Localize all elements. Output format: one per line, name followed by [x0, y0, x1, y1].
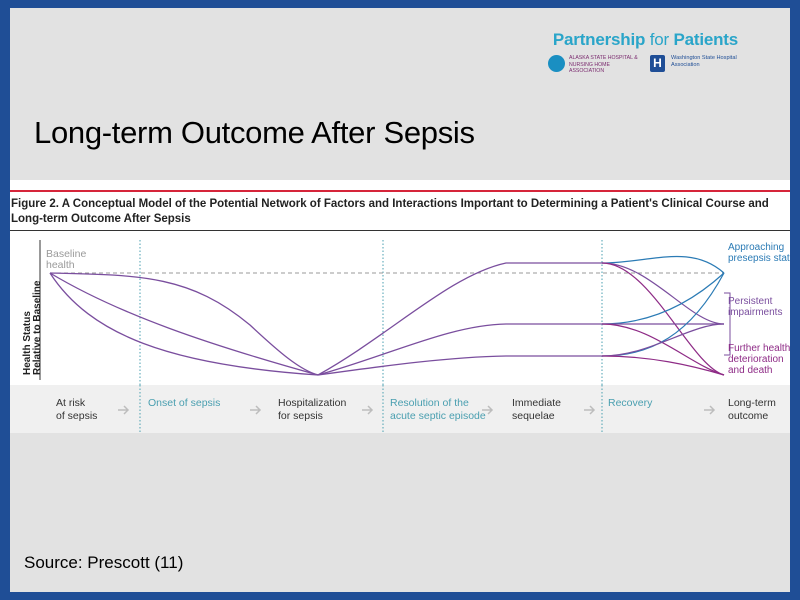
figure: Figure 2. A Conceptual Model of the Pote… [10, 180, 790, 433]
stage-arrow-icon [362, 405, 374, 415]
stage-guides [10, 240, 790, 433]
decline-curve [49, 272, 319, 376]
outcome-label-2: Further health [728, 343, 790, 354]
figure-caption: Figure 2. A Conceptual Model of the Pote… [11, 198, 769, 225]
slide: Partnership for Patients Alaska State Ho… [10, 8, 790, 592]
recovery-curve [317, 323, 602, 376]
stage-label-2: Hospitalization [278, 397, 346, 409]
stage-label-2: for sepsis [278, 410, 323, 422]
persistent-bracket [724, 292, 731, 356]
outcome-label-1: impairments [728, 307, 782, 318]
stage-label-4: sequelae [512, 410, 555, 422]
recovery-curve [317, 262, 602, 376]
stage-label-1: Onset of sepsis [148, 397, 220, 409]
outcome-label-0: presepsis status [728, 253, 790, 264]
decline-curve [49, 272, 319, 376]
recovery-curve [317, 355, 602, 376]
y-axis-label-line1: Health Status [22, 311, 33, 375]
branch-approaching [601, 272, 725, 325]
source-citation: Source: Prescott (11) [24, 553, 184, 572]
stage-label-6: outcome [728, 410, 768, 422]
baseline-label: health [46, 259, 75, 271]
trajectory-curves [49, 255, 731, 376]
stage-arrow-icon [704, 405, 716, 415]
branch-persistent [601, 262, 725, 325]
association-logos: Alaska State Hospital & Nursing Home Ass… [548, 54, 738, 74]
y-axis-label-line2: Relative to Baseline [32, 280, 43, 375]
partnership-logo: Partnership for Patients Alaska State Ho… [548, 30, 738, 76]
stage-arrow-icon [584, 405, 596, 415]
branch-decline [601, 323, 725, 376]
stage-label-3: acute septic episode [390, 410, 486, 422]
baseline-label: Baseline [46, 248, 86, 260]
stage-label-3: Resolution of the [390, 397, 469, 409]
stage-label-0: of sepsis [56, 410, 97, 422]
stage-arrow-icon [250, 405, 262, 415]
stage-label-6: Long-term [728, 397, 776, 409]
slide-title: Long-term Outcome After Sepsis [34, 115, 475, 150]
hospital-h-icon [650, 55, 665, 72]
stage-arrow-icon [482, 405, 494, 415]
branch-approaching [601, 255, 725, 274]
branch-decline [601, 355, 725, 376]
branch-persistent [601, 323, 725, 357]
outcome-label-0: Approaching [728, 242, 784, 253]
stage-label-0: At risk [56, 397, 86, 409]
caption-rule [10, 230, 790, 231]
outcome-label-2: and death [728, 365, 773, 376]
logo-title: Partnership for Patients [552, 30, 738, 49]
branch-decline [601, 262, 725, 376]
stage-label-5: Recovery [608, 397, 653, 409]
figure-top-rule [10, 190, 790, 192]
stage-arrow-icon [118, 405, 130, 415]
stage-label-4: Immediate [512, 397, 561, 409]
alaska-seal-icon [548, 55, 565, 72]
decline-curve [49, 272, 319, 376]
outcome-label-1: Persistent [728, 296, 773, 307]
outcome-label-2: deterioration [728, 354, 784, 365]
